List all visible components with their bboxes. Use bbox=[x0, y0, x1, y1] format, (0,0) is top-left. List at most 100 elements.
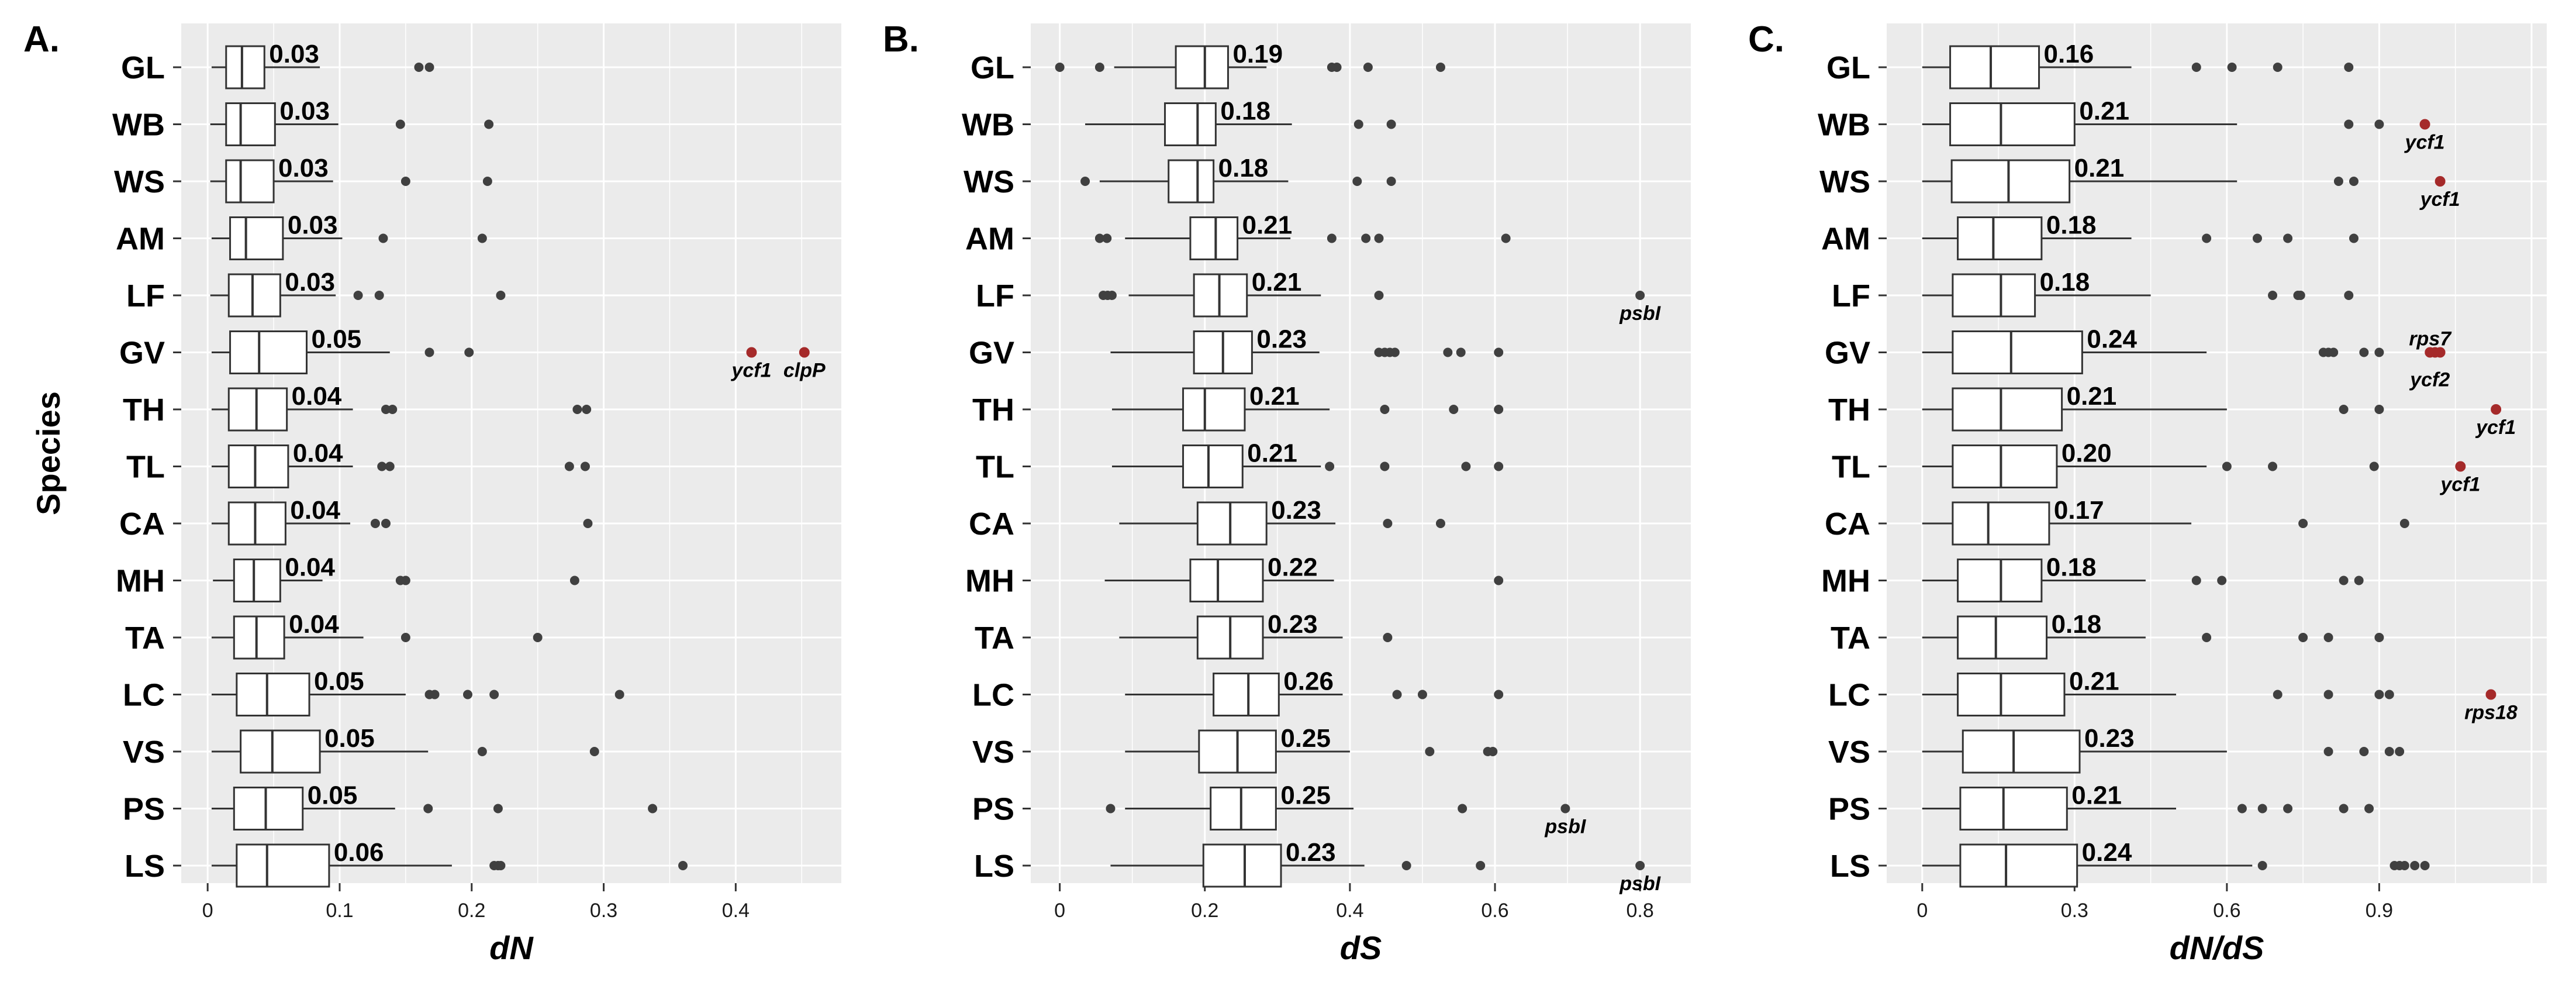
boxplot-GL: 0.03 bbox=[211, 40, 434, 89]
outlier-point bbox=[2354, 576, 2364, 585]
box bbox=[1959, 787, 2068, 831]
outlier-point bbox=[2344, 63, 2354, 72]
outlier-point bbox=[564, 461, 574, 471]
outlier-point bbox=[2399, 861, 2409, 870]
boxplot-MH: 0.22 bbox=[1104, 553, 1504, 602]
outlier-point bbox=[2395, 747, 2405, 756]
value-label: 0.03 bbox=[269, 40, 319, 68]
species-label: LC bbox=[972, 678, 1014, 713]
value-label: 0.25 bbox=[1280, 781, 1331, 810]
outlier-gene-label: ycf2 bbox=[2409, 369, 2450, 391]
outlier-point bbox=[489, 690, 499, 699]
outlier-point bbox=[2339, 405, 2349, 414]
species-label: PS bbox=[1828, 792, 1870, 827]
species-label: GL bbox=[971, 50, 1014, 85]
species-label: LF bbox=[126, 278, 165, 313]
box bbox=[1210, 787, 1277, 831]
box bbox=[236, 843, 330, 888]
highlighted-outlier-point bbox=[2455, 461, 2466, 472]
boxplot-LC: 0.21 rps18 bbox=[1922, 667, 2518, 724]
outlier-point bbox=[1327, 233, 1337, 243]
outlier-point bbox=[477, 747, 487, 756]
y-axis-title: Species bbox=[30, 391, 67, 515]
value-label: 0.04 bbox=[293, 439, 343, 468]
value-label: 0.05 bbox=[324, 724, 375, 753]
outlier-gene-label: ycf1 bbox=[2419, 188, 2460, 211]
highlighted-outlier-point bbox=[2419, 119, 2430, 130]
value-label: 0.03 bbox=[288, 211, 338, 240]
outlier-gene-label: ycf1 bbox=[2475, 416, 2516, 439]
species-label: WB bbox=[962, 108, 1014, 143]
outlier-point bbox=[2359, 347, 2369, 357]
x-tick-label: 0.3 bbox=[590, 900, 617, 922]
box bbox=[227, 501, 286, 546]
outlier-point bbox=[493, 804, 503, 814]
outlier-point bbox=[2339, 576, 2349, 585]
species-label: AM bbox=[1821, 222, 1870, 257]
outlier-point bbox=[1094, 63, 1104, 72]
value-label: 0.21 bbox=[2067, 382, 2117, 411]
box bbox=[1952, 444, 2058, 488]
outlier-point bbox=[462, 690, 472, 699]
species-label: MH bbox=[965, 564, 1014, 599]
outlier-point bbox=[2339, 804, 2349, 814]
outlier-point bbox=[2227, 63, 2237, 72]
box bbox=[225, 159, 275, 204]
box bbox=[1202, 843, 1282, 888]
boxplot-LF: 0.21 psbI bbox=[1099, 268, 1662, 325]
value-label: 0.03 bbox=[285, 268, 335, 297]
value-label: 0.04 bbox=[285, 553, 335, 582]
outlier-point bbox=[2384, 690, 2394, 699]
boxplot-MH: 0.18 bbox=[1922, 553, 2364, 602]
boxplot-LS: 0.06 bbox=[211, 838, 688, 888]
boxplot-WB: 0.21 ycf1 bbox=[1922, 97, 2445, 154]
outlier-point bbox=[1352, 177, 1362, 186]
box bbox=[1213, 673, 1280, 716]
species-label: TL bbox=[1832, 450, 1870, 485]
outlier-point bbox=[2202, 633, 2212, 642]
outlier-point bbox=[2323, 633, 2333, 642]
x-tick-label: 0.1 bbox=[326, 900, 353, 922]
box bbox=[233, 559, 281, 602]
value-label: 0.17 bbox=[2054, 496, 2104, 525]
outlier-point bbox=[589, 747, 599, 756]
value-label: 0.21 bbox=[2071, 781, 2122, 810]
outlier-point bbox=[1417, 690, 1427, 699]
boxplot-WS: 0.03 bbox=[210, 154, 492, 204]
outlier-gene-label: clpP bbox=[783, 360, 826, 382]
x-axis-title: dS bbox=[1340, 929, 1382, 966]
box bbox=[1952, 387, 2063, 432]
outlier-point bbox=[678, 861, 688, 870]
value-label: 0.21 bbox=[1242, 211, 1293, 240]
outlier-point bbox=[1383, 633, 1393, 642]
outlier-point bbox=[2217, 576, 2227, 585]
outlier-point bbox=[2273, 63, 2283, 72]
boxplot-LS: 0.23 psbI bbox=[1110, 838, 1662, 895]
boxplot-AM: 0.21 bbox=[1094, 211, 1511, 260]
species-label: LC bbox=[123, 678, 165, 713]
x-tick-label: 0 bbox=[202, 900, 213, 922]
outlier-point bbox=[1488, 747, 1498, 756]
outlier-gene-label: psbI bbox=[1544, 816, 1586, 838]
value-label: 0.24 bbox=[2087, 325, 2137, 354]
outlier-point bbox=[1363, 63, 1373, 72]
outlier-point bbox=[2329, 347, 2339, 357]
x-tick-label: 0.8 bbox=[1627, 900, 1654, 922]
outlier-point bbox=[1501, 233, 1511, 243]
box bbox=[1182, 444, 1244, 488]
value-label: 0.23 bbox=[1256, 325, 1307, 354]
species-label: WB bbox=[112, 108, 165, 143]
panel-3: C. GL WB WS AM LF GV TH TL CA MH TA LC VS PS LS 0 0.3 0.6 0… bbox=[1748, 19, 2547, 966]
outlier-point bbox=[1494, 405, 1504, 414]
outlier-point bbox=[496, 291, 506, 300]
species-label: PS bbox=[972, 792, 1014, 827]
outlier-point bbox=[424, 347, 434, 357]
outlier-point bbox=[1390, 347, 1400, 357]
species-label: TA bbox=[975, 621, 1014, 656]
species-label: AM bbox=[116, 222, 165, 257]
value-label: 0.21 bbox=[2074, 154, 2125, 182]
outlier-point bbox=[1560, 804, 1570, 814]
boxplot-WB: 0.18 bbox=[1085, 97, 1396, 146]
value-label: 0.18 bbox=[1220, 97, 1270, 126]
